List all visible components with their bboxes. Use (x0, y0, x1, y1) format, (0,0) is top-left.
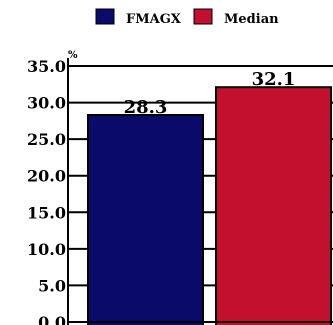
y-tick-label-10: 10.0 (27, 240, 66, 259)
data-label-median: 32.1 (252, 69, 296, 90)
y-tick-labels: 0.0 5.0 10.0 15.0 20.0 25.0 30.0 35.0 (27, 57, 66, 325)
y-axis-unit-label: % (68, 50, 78, 61)
legend-swatch-median (193, 8, 213, 25)
y-tick-label-0: 0.0 (38, 313, 66, 325)
data-labels: 28.3 32.1 (124, 69, 296, 118)
y-tick-label-35: 35.0 (27, 57, 66, 76)
bar-fmagx (87, 114, 204, 325)
data-label-fmagx: 28.3 (124, 97, 168, 118)
axes (67, 58, 333, 325)
y-tick-label-20: 20.0 (27, 167, 66, 186)
y-tick-label-25: 25.0 (27, 130, 66, 149)
y-tick-label-30: 30.0 (27, 94, 66, 113)
legend-label-median: Median (224, 12, 279, 27)
legend-swatch-fmagx (95, 8, 115, 25)
legend-label-fmagx: FMAGX (126, 12, 182, 27)
y-tick-label-5: 5.0 (38, 276, 66, 295)
bars (87, 86, 332, 325)
legend: FMAGX Median (95, 8, 279, 27)
bar-median (215, 86, 332, 325)
y-tick-label-15: 15.0 (27, 203, 66, 222)
